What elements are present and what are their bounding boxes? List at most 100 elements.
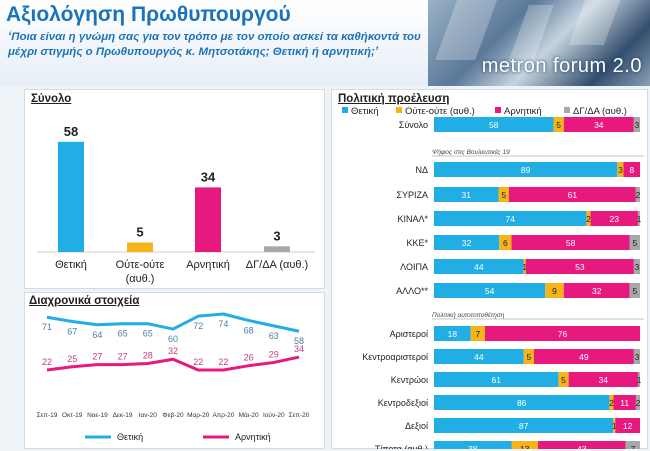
row-label: Κεντροδεξιοί [378, 398, 428, 408]
segment-value-label: 89 [521, 165, 531, 175]
bar-0 [58, 141, 84, 252]
segment-1 [586, 211, 591, 226]
bar-value-label: 34 [201, 169, 216, 184]
segment-3 [637, 211, 640, 226]
segment-2 [563, 117, 634, 132]
segment-value-label: 38 [468, 444, 478, 449]
segment-value-label: 3 [635, 352, 640, 362]
row-label: ΑΛΛΟ** [396, 286, 428, 296]
segment-value-label: 34 [594, 120, 604, 130]
segment-3 [633, 117, 640, 132]
x-tick-label: Νοε-19 [87, 412, 108, 419]
segment-2 [623, 162, 640, 177]
segment-0 [434, 162, 618, 177]
legend-label: Αρνητική [504, 106, 542, 117]
segment-value-label: 12 [623, 421, 633, 431]
segment-0 [434, 117, 554, 132]
segment-value-label: 1 [637, 214, 642, 224]
row-label: Κεντρώοι [391, 375, 428, 385]
data-label: 27 [92, 352, 102, 362]
segment-1 [523, 349, 534, 364]
segment-1 [613, 418, 616, 433]
segment-3 [629, 235, 640, 250]
row-label: ΛΟΙΠΑ [400, 262, 428, 272]
trend-panel: Διαχρονικά στοιχεία Σεπ-19 Οκτ-19 Νοε-19 Δε… [24, 292, 325, 449]
segment-value-label: 13 [520, 444, 530, 449]
segment-value-label: 2 [636, 190, 641, 200]
segment-0 [434, 372, 559, 387]
bar-1 [127, 242, 153, 252]
segment-value-label: 2 [609, 398, 614, 408]
data-label: 65 [118, 329, 128, 339]
segment-1 [498, 187, 509, 202]
data-label: 22 [218, 357, 228, 367]
segment-value-label: 6 [503, 238, 508, 248]
data-label: 63 [269, 331, 279, 341]
segment-2 [563, 283, 630, 298]
segment-2 [508, 187, 636, 202]
segment-1 [617, 162, 624, 177]
segment-value-label: 5 [526, 352, 531, 362]
segment-value-label: 18 [448, 329, 458, 339]
data-label: 74 [218, 319, 228, 329]
category-label: (αυθ.) [126, 273, 155, 285]
segment-0 [434, 283, 546, 298]
category-label: Αρνητική [186, 259, 230, 271]
section-label: Πολιτική αυτοτοποθέτηση [432, 311, 505, 319]
legend-swatch-0 [342, 107, 348, 113]
x-tick-label: Ιούν-20 [263, 411, 285, 419]
row-label: Αριστεροί [390, 329, 428, 339]
segment-value-label: 74 [505, 214, 515, 224]
data-label: 58 [294, 336, 304, 346]
page-title: Αξιολόγηση Πρωθυπουργού [6, 3, 291, 26]
segment-2 [568, 372, 638, 387]
segment-2 [613, 395, 636, 410]
bar-2 [195, 187, 221, 252]
trend-panel-title: Διαχρονικά στοιχεία [29, 295, 140, 307]
segment-2 [484, 326, 640, 341]
x-tick-label: Σεπ-19 [37, 412, 58, 419]
data-label: 22 [193, 357, 203, 367]
legend-swatch-1 [396, 107, 402, 113]
x-tick-label: Σεπ-20 [289, 412, 310, 419]
x-tick-label: Μάι-20 [239, 411, 259, 419]
legend-label: Θετική [351, 106, 379, 117]
data-label: 72 [193, 321, 203, 331]
bar-value-label: 5 [136, 225, 143, 240]
segment-value-label: 2 [586, 214, 591, 224]
segment-3 [635, 187, 640, 202]
category-label: ΔΓ/ΔΑ (αυθ.) [246, 259, 308, 271]
segment-value-label: 58 [566, 238, 576, 248]
segment-1 [558, 372, 569, 387]
bar-value-label: 3 [273, 228, 280, 243]
segment-value-label: 11 [620, 398, 629, 408]
legend-label: Αρνητική [235, 432, 271, 442]
segment-value-label: 76 [558, 329, 568, 339]
category-label: Ούτε-ούτε [116, 259, 165, 271]
segment-value-label: 87 [519, 421, 529, 431]
segment-3 [633, 349, 640, 364]
segment-2 [511, 235, 630, 250]
data-label: 25 [67, 354, 77, 364]
segment-value-label: 9 [552, 286, 557, 296]
segment-value-label: 3 [618, 165, 623, 175]
x-tick-label: Οκτ-19 [62, 412, 83, 419]
category-label: Θετική [55, 259, 87, 271]
segment-0 [434, 441, 512, 449]
segment-value-label: 5 [633, 238, 638, 248]
data-label: 64 [92, 330, 102, 340]
data-label: 68 [244, 325, 254, 335]
segment-value-label: 44 [474, 262, 484, 272]
segment-0 [434, 187, 499, 202]
segment-3 [633, 259, 640, 274]
origin-stacked-chart: Θετική Ούτε-ούτε (αυθ.) Αρνητική ΔΓ/ΔΑ (αυθ… [342, 106, 644, 449]
segment-value-label: 43 [577, 444, 587, 449]
segment-1 [511, 441, 539, 449]
x-tick-label: Ιαν-20 [139, 412, 158, 419]
data-label: 67 [67, 327, 77, 337]
row-label: ΚΙΝΑΛ* [397, 214, 428, 224]
segment-0 [434, 211, 587, 226]
row-label: Δεξιοί [405, 421, 428, 431]
segment-3 [637, 372, 640, 387]
segment-value-label: 44 [474, 352, 484, 362]
